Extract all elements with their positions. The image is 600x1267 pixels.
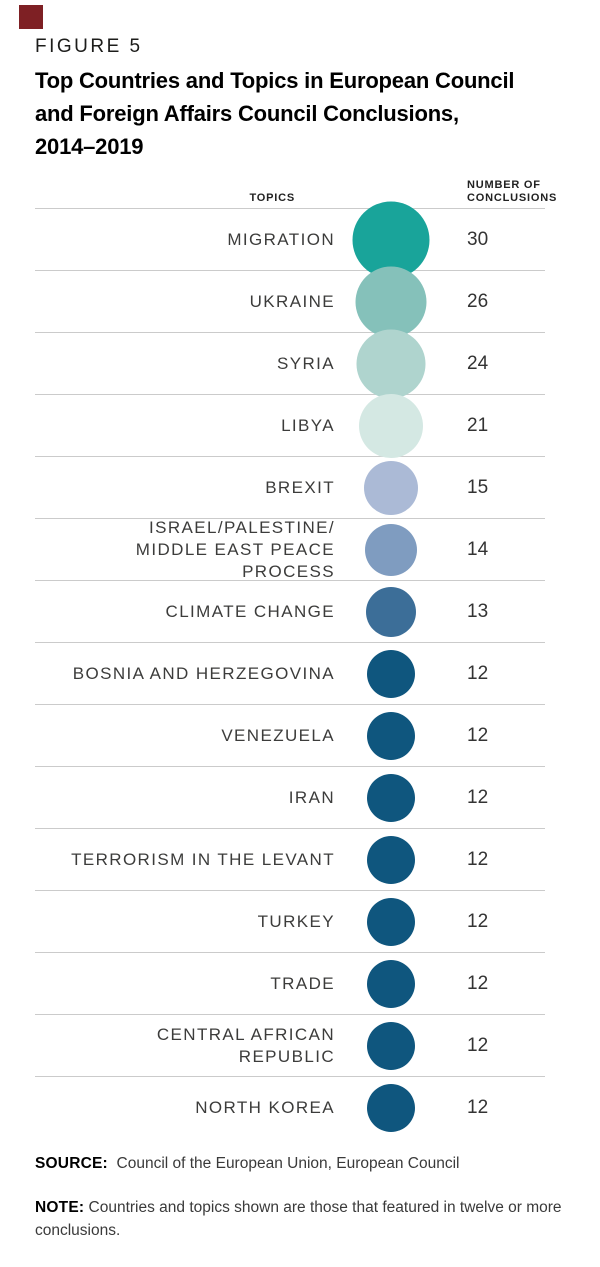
- note-line: NOTE: Countries and topics shown are tho…: [35, 1196, 567, 1242]
- conclusions-count: 13: [467, 600, 489, 622]
- note-label: NOTE:: [35, 1199, 85, 1216]
- topic-label: LIBYA: [281, 415, 335, 435]
- topic-label: BOSNIA AND HERZEGOVINA: [72, 663, 335, 683]
- table-row: BOSNIA AND HERZEGOVINA 12: [35, 642, 545, 704]
- table-row: TURKEY 12: [35, 890, 545, 952]
- conclusions-count: 24: [467, 352, 489, 374]
- table-row: ISRAEL/PALESTINE/ MIDDLE EAST PEACE PROC…: [35, 517, 545, 581]
- table-row: TRADE 12: [35, 952, 545, 1014]
- conclusions-count: 14: [467, 538, 489, 560]
- column-header-topics: TOPICS: [35, 192, 315, 204]
- value-bubble: [367, 835, 415, 884]
- value-bubble: [367, 1021, 415, 1070]
- topic-label: TURKEY: [257, 911, 335, 931]
- bubble-table: MIGRATION 30 UKRAINE 26 SYRIA 24 LIBYA 2…: [35, 201, 545, 1138]
- value-bubble: [364, 460, 418, 515]
- conclusions-count: 12: [467, 786, 489, 808]
- topic-label: UKRAINE: [249, 291, 335, 311]
- column-header-conclusions: NUMBER OF CONCLUSIONS: [467, 179, 557, 205]
- topic-label: ISRAEL/PALESTINE/ MIDDLE EAST PEACE PROC…: [135, 517, 335, 581]
- conclusions-count: 12: [467, 848, 489, 870]
- source-label: SOURCE:: [35, 1155, 108, 1172]
- value-bubble: [367, 649, 415, 698]
- topic-label: SYRIA: [276, 353, 335, 373]
- source-text: Council of the European Union, European …: [116, 1155, 460, 1172]
- column-header-conclusions-line: NUMBER OF: [467, 179, 541, 191]
- conclusions-count: 12: [467, 1034, 489, 1056]
- table-row: TERRORISM IN THE LEVANT 12: [35, 828, 545, 890]
- conclusions-count: 12: [467, 724, 489, 746]
- conclusions-count: 12: [467, 662, 489, 684]
- topic-label: MIGRATION: [227, 229, 335, 249]
- value-bubble: [356, 329, 426, 398]
- topic-label: CLIMATE CHANGE: [165, 601, 335, 621]
- table-row: VENEZUELA 12: [35, 704, 545, 766]
- topic-label: IRAN: [288, 787, 335, 807]
- topic-label: VENEZUELA: [221, 725, 335, 745]
- figure-number-label: FIGURE 5: [35, 36, 143, 57]
- value-bubble: [367, 711, 415, 760]
- conclusions-count: 12: [467, 972, 489, 994]
- value-bubble: [359, 393, 423, 458]
- conclusions-count: 15: [467, 476, 489, 498]
- value-bubble: [355, 266, 427, 337]
- table-row: CENTRAL AFRICAN REPUBLIC 12: [35, 1014, 545, 1076]
- topic-label: TRADE: [270, 973, 335, 993]
- value-bubble: [366, 586, 416, 637]
- topic-label: BREXIT: [265, 477, 335, 497]
- table-row: UKRAINE 26: [35, 266, 545, 337]
- table-row: LIBYA 21: [35, 393, 545, 458]
- value-bubble: [367, 959, 415, 1008]
- table-row: IRAN 12: [35, 766, 545, 828]
- figure-title-line: and Foreign Affairs Council Conclusions,: [35, 101, 459, 126]
- table-row: CLIMATE CHANGE 13: [35, 580, 545, 642]
- conclusions-count: 12: [467, 1096, 489, 1118]
- conclusions-count: 30: [467, 228, 489, 250]
- figure-title-line: 2014–2019: [35, 134, 144, 159]
- conclusions-count: 12: [467, 910, 489, 932]
- value-bubble: [352, 201, 430, 278]
- figure-title: Top Countries and Topics in European Cou…: [35, 64, 514, 163]
- note-text: Countries and topics shown are those tha…: [35, 1199, 562, 1239]
- table-row: BREXIT 15: [35, 456, 545, 518]
- topic-label: NORTH KOREA: [195, 1097, 335, 1117]
- value-bubble: [367, 1083, 415, 1132]
- value-bubble: [367, 773, 415, 822]
- figure-brand-marker: [19, 5, 43, 29]
- column-header-topics-label: TOPICS: [249, 192, 295, 204]
- figure-title-line: Top Countries and Topics in European Cou…: [35, 68, 515, 93]
- table-row: SYRIA 24: [35, 329, 545, 398]
- column-header-conclusions-line: CONCLUSIONS: [467, 192, 558, 204]
- value-bubble: [365, 523, 417, 576]
- table-row: NORTH KOREA 12: [35, 1076, 545, 1138]
- source-line: SOURCE: Council of the European Union, E…: [35, 1152, 565, 1175]
- topic-label: TERRORISM IN THE LEVANT: [71, 849, 335, 869]
- conclusions-count: 26: [467, 290, 489, 312]
- value-bubble: [367, 897, 415, 946]
- topic-label: CENTRAL AFRICAN REPUBLIC: [156, 1024, 335, 1066]
- table-row: MIGRATION 30: [35, 201, 545, 278]
- conclusions-count: 21: [467, 414, 489, 436]
